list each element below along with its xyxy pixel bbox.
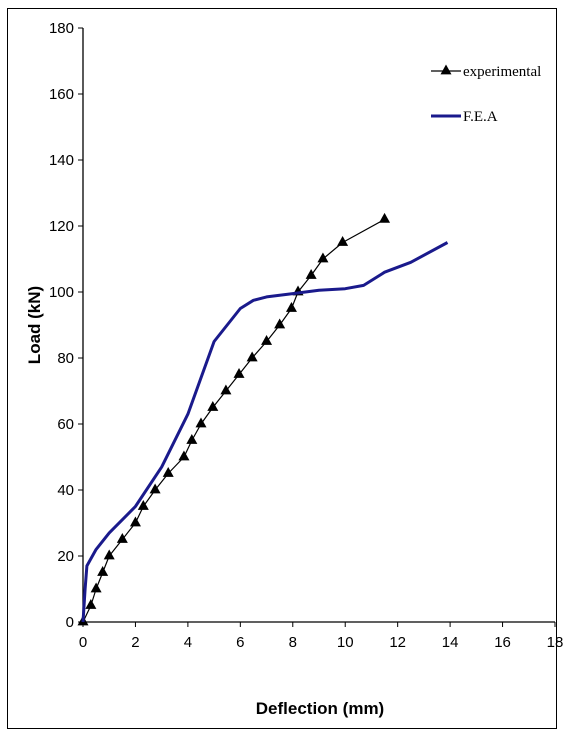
legend-label-experimental: experimental — [463, 64, 541, 80]
y-tick-label: 0 — [66, 614, 74, 631]
y-tick-label: 80 — [57, 350, 74, 367]
y-tick-label: 20 — [57, 548, 74, 565]
data-point-marker — [317, 252, 329, 263]
chart-axes — [82, 28, 555, 623]
data-point-marker — [178, 450, 190, 461]
data-point-marker — [246, 351, 258, 362]
x-tick-label: 14 — [442, 634, 459, 651]
data-point-marker — [305, 268, 317, 279]
data-point-marker — [337, 235, 349, 246]
y-axis-label: Load (kN) — [25, 286, 44, 364]
x-tick-label: 2 — [131, 634, 139, 651]
data-point-marker — [149, 483, 161, 494]
x-tick-label: 12 — [389, 634, 406, 651]
data-point-marker — [285, 301, 297, 312]
x-tick-label: 0 — [79, 634, 87, 651]
data-point-marker — [186, 433, 198, 444]
y-tick-label: 160 — [49, 86, 74, 103]
chart-legend: experimental F.E.A — [431, 64, 541, 125]
legend-marker-experimental — [440, 64, 452, 75]
data-point-marker — [233, 367, 245, 378]
y-tick-label: 140 — [49, 152, 74, 169]
data-point-marker — [261, 334, 273, 345]
x-tick-label: 18 — [547, 634, 564, 651]
series-f-e-a — [81, 241, 449, 623]
data-point-marker — [162, 466, 174, 477]
data-point-marker — [220, 384, 232, 395]
series-experimental — [77, 212, 391, 626]
data-point-marker — [207, 400, 219, 411]
y-tick-label: 60 — [57, 416, 74, 433]
chart-frame — [7, 8, 557, 729]
x-tick-label: 8 — [289, 634, 297, 651]
x-axis-label: Deflection (mm) — [256, 699, 384, 718]
y-tick-label: 100 — [49, 284, 74, 301]
data-point-marker — [97, 565, 109, 576]
legend-label-fea: F.E.A — [463, 109, 498, 125]
chart-series — [77, 212, 449, 626]
series-line — [81, 241, 449, 623]
y-tick-label: 40 — [57, 482, 74, 499]
data-point-marker — [90, 582, 102, 593]
data-point-marker — [274, 318, 286, 329]
series-line — [82, 218, 385, 623]
data-point-marker — [137, 499, 149, 510]
data-point-marker — [195, 417, 207, 428]
data-point-marker — [379, 212, 391, 223]
x-tick-label: 4 — [184, 634, 192, 651]
y-tick-label: 180 — [49, 20, 74, 37]
chart-ticks: 0 20 40 60 80 100 120 140 160 180 0 2 4 6 8 10 12 14 16 18 — [49, 20, 563, 651]
x-tick-label: 16 — [494, 634, 511, 651]
data-point-marker — [129, 516, 141, 527]
y-tick-label: 120 — [49, 218, 74, 235]
data-point-marker — [85, 598, 97, 609]
data-point-marker — [103, 549, 115, 560]
x-tick-label: 10 — [337, 634, 354, 651]
x-tick-label: 6 — [236, 634, 244, 651]
data-point-marker — [116, 532, 128, 543]
